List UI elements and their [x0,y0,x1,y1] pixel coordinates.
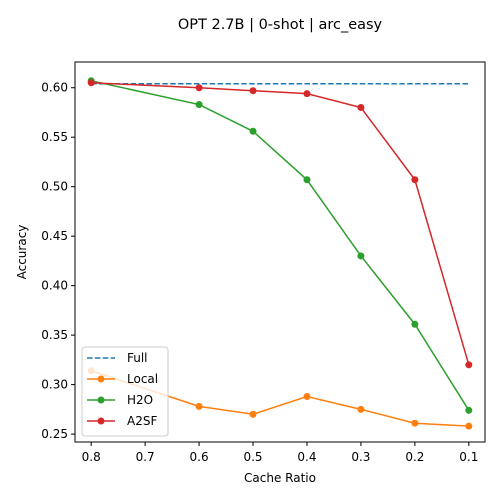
y-tick-label: 0.25 [41,427,68,441]
legend-label-h2o: H2O [127,393,153,407]
x-tick-label: 0.7 [136,450,155,464]
y-tick-label: 0.30 [41,378,68,392]
data-point-local [357,405,365,413]
data-point-local [303,392,311,400]
y-tick-label: 0.50 [41,180,68,194]
x-tick-label: 0.6 [190,450,209,464]
data-point-local [249,410,257,418]
y-axis-label: Accuracy [15,225,29,280]
y-tick-label: 0.55 [41,130,68,144]
chart-title: OPT 2.7B | 0-shot | arc_easy [178,17,383,33]
data-point-a2sf [411,176,419,184]
legend-marker-a2sf [97,417,105,425]
legend: Full Local H2O A2SF [81,346,169,437]
data-point-h2o [303,176,311,184]
data-point-h2o [357,252,365,260]
x-tick-label: 0.4 [297,450,316,464]
data-point-a2sf [195,84,203,92]
data-point-local [195,402,203,410]
x-tick-label: 0.5 [243,450,262,464]
x-tick-label: 0.3 [351,450,370,464]
legend-box [81,346,169,437]
y-tick-label: 0.40 [41,279,68,293]
plot-area-frame [74,61,486,443]
x-axis-label: Cache Ratio [244,471,316,485]
legend-marker-h2o [97,396,105,404]
data-point-h2o [249,127,257,135]
x-tick-label: 0.1 [459,450,478,464]
data-point-h2o [465,406,473,414]
series-a2sf [87,79,473,369]
x-tick-label: 0.8 [82,450,101,464]
data-point-a2sf [87,79,95,87]
y-tick-label: 0.45 [41,229,68,243]
legend-label-local: Local [127,372,158,386]
legend-label-full: Full [127,351,148,365]
data-point-a2sf [303,90,311,98]
data-point-h2o [411,320,419,328]
data-point-a2sf [249,87,257,95]
data-point-h2o [195,101,203,109]
data-point-a2sf [465,361,473,369]
legend-marker-local [97,375,105,383]
x-tick-label: 0.2 [405,450,424,464]
data-point-local [465,422,473,430]
y-tick-label: 0.60 [41,81,68,95]
data-point-a2sf [357,104,365,112]
legend-label-a2sf: A2SF [127,414,157,428]
y-tick-label: 0.35 [41,328,68,342]
data-point-local [411,419,419,427]
